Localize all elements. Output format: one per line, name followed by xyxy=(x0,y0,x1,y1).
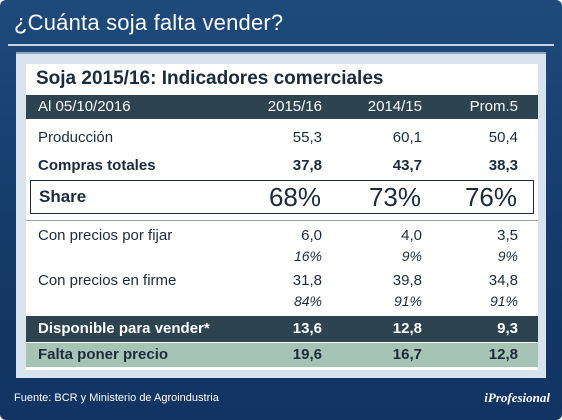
cell-value: 19,6 xyxy=(292,346,322,363)
cell-value: 55,3 xyxy=(292,129,322,146)
cell-value: 50,4 xyxy=(488,129,518,146)
indicators-card: Soja 2015/16: Indicadores comerciales Al… xyxy=(26,64,538,370)
percent-value: 84% xyxy=(293,293,322,309)
row-label: Disponible para vender* xyxy=(38,320,210,337)
cell-value: 60,1 xyxy=(392,129,422,146)
cell-value: 37,8 xyxy=(292,157,322,174)
column-header-2015-16: 2015/16 xyxy=(267,98,322,115)
cell-value: 38,3 xyxy=(488,157,518,174)
table-row-precios-en-firme-pct: 84% 91% 91% xyxy=(26,289,538,313)
cell-value: 6,0 xyxy=(301,227,322,244)
cell-value: 12,8 xyxy=(392,320,422,337)
table-row-precios-por-fijar-pct: 16% 9% 9% xyxy=(26,244,538,268)
table-row-precios-en-firme: Con precios en firme 31,8 39,8 34,8 xyxy=(26,269,538,293)
source-footnote: Fuente: BCR y Ministerio de Agroindustri… xyxy=(14,392,219,404)
brand-logo: iProfesional xyxy=(484,390,550,405)
cell-value: 43,7 xyxy=(392,157,422,174)
row-label: Compras totales xyxy=(38,157,156,174)
table-row-produccion: Producción 55,3 60,1 50,4 xyxy=(26,126,538,150)
percent-value: 91% xyxy=(393,293,422,309)
cell-value: 13,6 xyxy=(292,320,322,337)
row-label: Con precios en firme xyxy=(38,272,177,289)
card-subtitle: Soja 2015/16: Indicadores comerciales xyxy=(36,68,384,89)
cell-value: 31,8 xyxy=(292,272,322,289)
share-value: 76% xyxy=(464,182,517,212)
cell-value: 39,8 xyxy=(392,272,422,289)
table-row-disponible: Disponible para vender* 13,6 12,8 9,3 xyxy=(26,316,538,342)
row-label: Share xyxy=(39,187,87,206)
percent-value: 9% xyxy=(497,248,518,264)
row-label: Con precios por fijar xyxy=(38,227,173,244)
cell-value: 3,5 xyxy=(497,227,518,244)
cell-value: 9,3 xyxy=(497,320,518,337)
percent-value: 16% xyxy=(293,248,322,264)
share-value: 68% xyxy=(268,182,321,212)
cell-value: 34,8 xyxy=(488,272,518,289)
section-divider xyxy=(26,220,538,221)
header-divider xyxy=(8,44,554,46)
cell-value: 4,0 xyxy=(401,227,422,244)
percent-value: 9% xyxy=(401,248,422,264)
table-header-row: Al 05/10/2016 2015/16 2014/15 Prom.5 xyxy=(26,95,538,119)
table-row-falta-precio: Falta poner precio 19,6 16,7 12,8 xyxy=(26,343,538,367)
percent-value: 91% xyxy=(489,293,518,309)
table-row-compras: Compras totales 37,8 43,7 38,3 xyxy=(26,154,538,178)
cell-value: 16,7 xyxy=(392,346,422,363)
header-title: ¿Cuánta soja falta vender? xyxy=(14,10,284,35)
share-row-box: Share 68% 73% 76% xyxy=(30,180,534,214)
column-header-2014-15: 2014/15 xyxy=(367,98,422,115)
row-label: Falta poner precio xyxy=(38,346,169,363)
column-header-prom5: Prom.5 xyxy=(469,98,518,115)
column-header-date: Al 05/10/2016 xyxy=(38,98,131,115)
row-label: Producción xyxy=(38,129,114,146)
cell-value: 12,8 xyxy=(488,346,518,363)
share-value: 73% xyxy=(368,182,421,212)
table-row-precios-por-fijar: Con precios por fijar 6,0 4,0 3,5 xyxy=(26,224,538,248)
